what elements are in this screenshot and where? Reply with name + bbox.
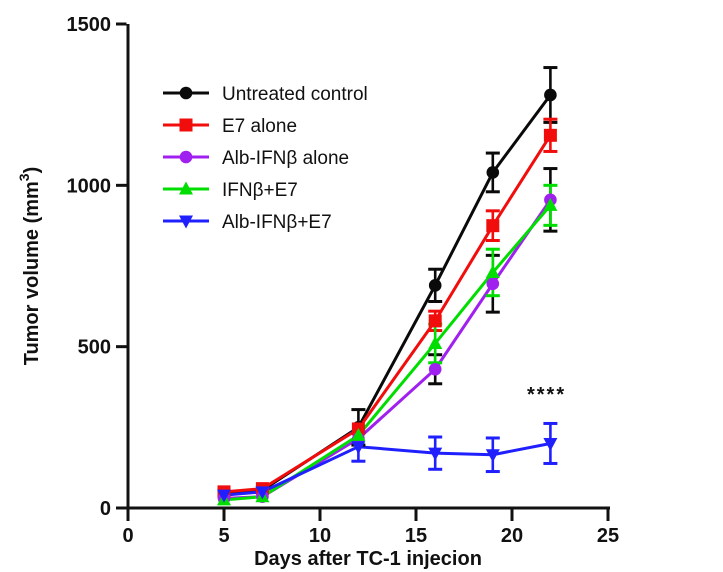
y-tick-label: 1000 [67,175,112,197]
x-tick-label: 15 [405,525,427,547]
data-point-e7-alone [486,219,500,233]
data-point-ifnb-e7 [428,335,443,349]
data-point-alb-ifnb-e7 [217,489,231,503]
legend-marker-untreated-control [179,86,193,100]
series-line-ifnb-e7 [223,204,552,502]
x-tick-label: 25 [597,525,619,547]
data-point-alb-ifnb-e7 [543,437,558,451]
y-tick-label: 500 [78,337,111,359]
legend-label-e7-alone: E7 alone [222,116,297,137]
legend-label-alb-ifnb-e7: Alb-IFNβ+E7 [222,212,332,233]
data-point-e7-alone [428,314,442,328]
data-point-ifnb-e7 [351,427,366,441]
data-point-alb-ifnb-e7 [485,449,500,463]
data-point-ifnb-e7 [485,264,500,278]
legend-label-alb-ifnb-alone: Alb-IFNβ alone [222,148,349,169]
x-tick-label: 5 [218,525,229,547]
legend-marker-ifnb-e7 [179,181,193,195]
series-line-alb-ifnb-e7 [223,441,551,497]
legend-label-ifnb-e7: IFNβ+E7 [222,180,298,201]
y-tick-label: 0 [100,498,111,520]
data-point-alb-ifnb-e7 [255,486,270,500]
legend-marker-alb-ifnb-alone [179,150,193,164]
x-axis-title: Days after TC-1 injecion [254,548,482,570]
data-point-untreated-control [428,279,442,292]
x-tick-label: 0 [122,525,133,547]
x-tick-label: 10 [309,525,331,547]
data-point-e7-alone [543,128,557,142]
data-point-alb-ifnb-e7 [351,441,366,455]
legend-label-untreated-control: Untreated control [222,84,368,105]
data-point-ifnb-e7 [543,197,558,211]
significance-annotation: **** [527,384,566,406]
legend-marker-e7-alone [179,118,193,132]
y-axis-title: Tumor volume (mm3) [16,167,43,366]
legend-marker-alb-ifnb-e7 [179,215,193,229]
data-point-untreated-control [544,88,557,102]
data-point-alb-ifnb-e7 [428,447,443,461]
y-tick-label: 1500 [67,14,112,36]
data-point-alb-ifnb-alone [486,277,500,291]
x-tick-label: 20 [501,525,523,547]
data-point-untreated-control [486,166,500,179]
data-point-alb-ifnb-alone [428,362,442,376]
